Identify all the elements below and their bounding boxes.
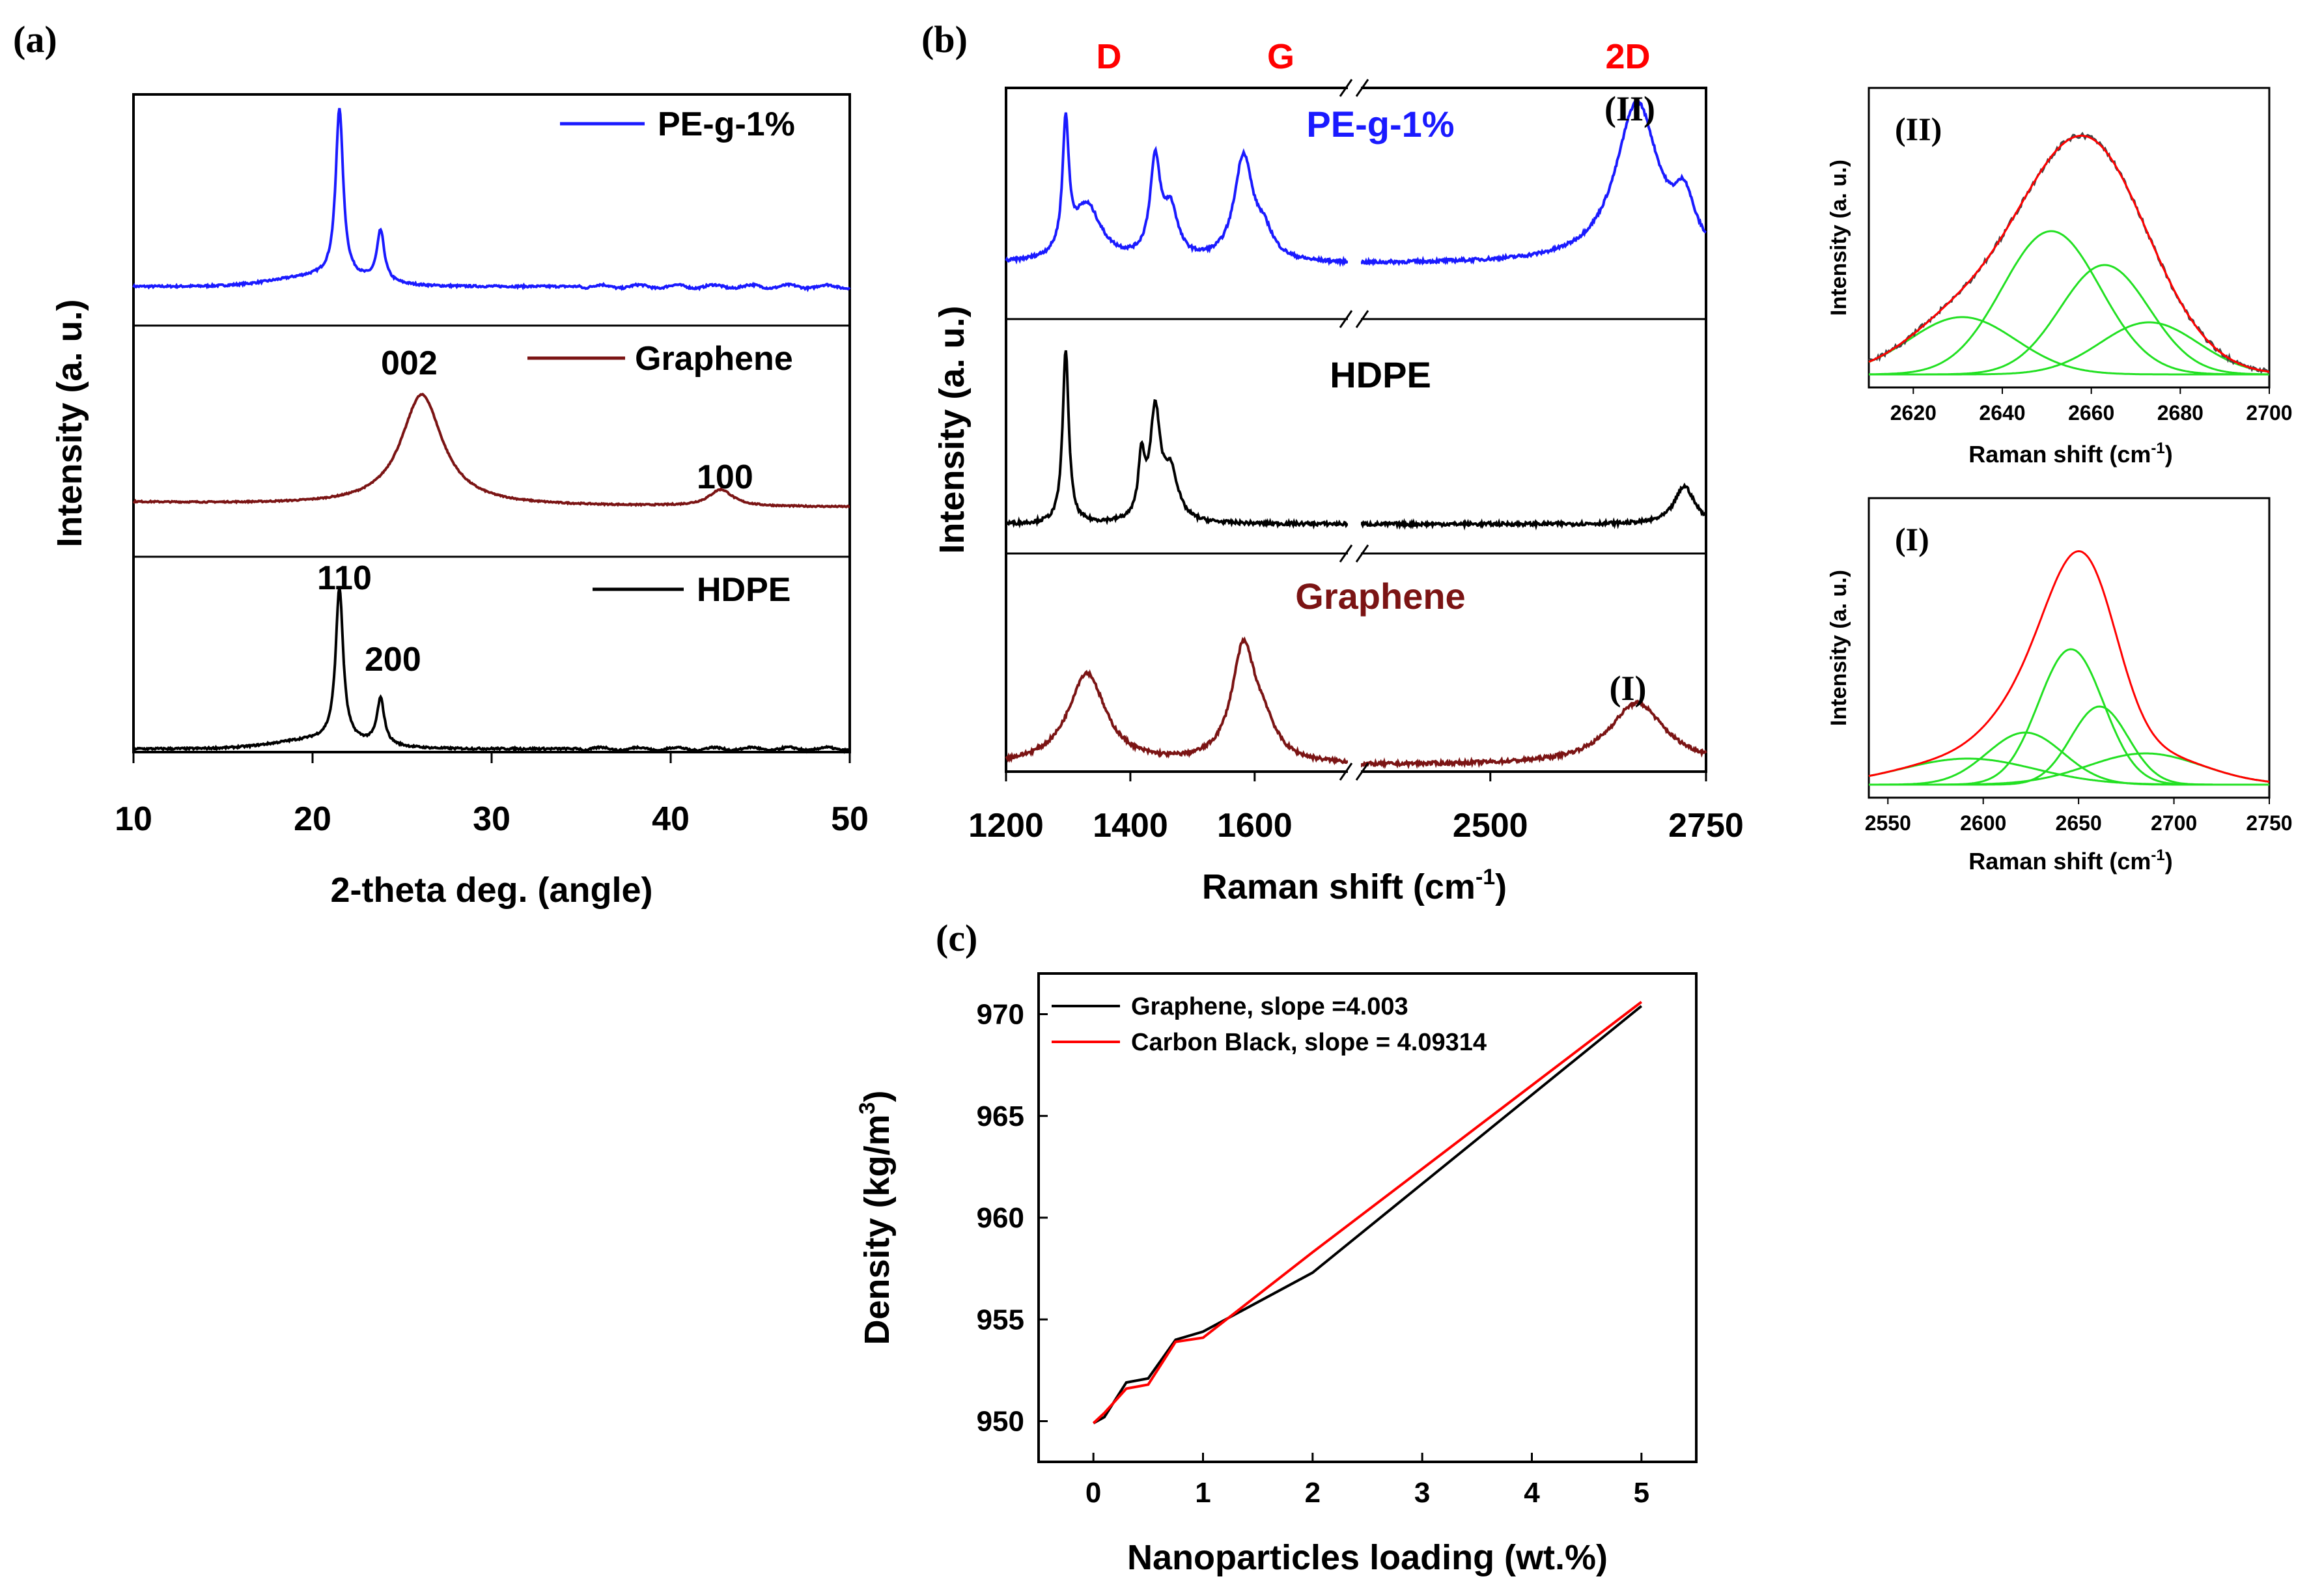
inset-II-ylabel: Intensity (a. u.) xyxy=(1826,160,1851,316)
inset-II-fit-component xyxy=(1869,321,2270,376)
panel-b-xtick-label: 1600 xyxy=(1217,807,1293,845)
panel-b-label-hdpe: HDPE xyxy=(1330,354,1431,395)
panel-b-xtick-label: 1400 xyxy=(1093,807,1168,845)
inset-II-xtick-label: 2640 xyxy=(1979,401,2025,425)
panel-c-series-carbon-black xyxy=(1092,1001,1643,1425)
panel-a-label-002: 002 xyxy=(381,344,438,382)
panel-a-xtick-label: 10 xyxy=(115,800,152,838)
panel-c-ticks: 0 1 2 3 4 5 950 955 960 965 970 xyxy=(977,999,1649,1509)
inset-II-chart: (II) 2620 2640 2660 2680 2700 Raman shift (c… xyxy=(1826,87,2293,468)
panel-b-raman-chart: D G 2D PE-g-1% HDPE Graphene (II) (I) 12… xyxy=(932,37,1744,906)
panel-c-ytick-label: 965 xyxy=(977,1100,1024,1132)
inset-I-fit-components xyxy=(1868,648,2270,786)
panel-c-xtick-label: 1 xyxy=(1195,1477,1210,1509)
inset-I-x-ticks: 2550 2600 2650 2700 2750 xyxy=(1865,798,2293,835)
panel-b-xtick-label: 2750 xyxy=(1668,807,1744,845)
panel-b-xlabel: Raman shift (cm-1) xyxy=(1202,865,1507,906)
panel-a-xtick-label: 40 xyxy=(652,800,690,838)
inset-I-xtick-label: 2650 xyxy=(2056,811,2102,835)
panel-a-ylabel: Intensity (a. u.) xyxy=(50,299,89,547)
panel-c-legend-carbon-black: Carbon Black, slope = 4.09314 xyxy=(1131,1029,1487,1056)
inset-I-xtick-label: 2600 xyxy=(1960,811,2006,835)
panel-a-series-pe-g-1 xyxy=(132,107,851,292)
inset-II-fit-component xyxy=(1869,230,2269,376)
inset-I-frame xyxy=(1868,497,2271,799)
panel-b-break-marks xyxy=(1339,79,1369,781)
inset-II-xtick-label: 2620 xyxy=(1890,401,1937,425)
inset-II-frame xyxy=(1868,87,2271,389)
panel-a-xlabel: 2-theta deg. (angle) xyxy=(330,871,652,910)
panel-c-xtick-label: 2 xyxy=(1305,1477,1321,1509)
panel-a-tag: (a) xyxy=(13,18,57,61)
panel-a-legend-pe: PE-g-1% xyxy=(658,105,795,143)
inset-I-xtick-label: 2750 xyxy=(2246,811,2292,835)
inset-II-xlabel: Raman shift (cm-1) xyxy=(1968,440,2172,468)
inset-I-fit-component xyxy=(1869,648,2269,786)
panel-a-series-graphene xyxy=(132,392,850,509)
panel-b-axis-break-gap xyxy=(1348,65,1361,788)
panel-c-ytick-label: 970 xyxy=(977,999,1024,1031)
inset-I-xtick-label: 2700 xyxy=(2151,811,2197,835)
panel-b-series-hdpe xyxy=(1005,350,1707,531)
panel-a-xrd-chart: PE-g-1% Graphene HDPE 002 100 110 200 10… xyxy=(50,93,869,910)
panel-a-frame xyxy=(132,93,851,753)
inset-II-xtick-label: 2700 xyxy=(2246,401,2292,425)
panel-b-xtick-label: 1200 xyxy=(968,807,1044,845)
inset-II-xtick-label: 2680 xyxy=(2157,401,2204,425)
inset-II-data-line xyxy=(1868,132,2271,374)
panel-c-ytick-label: 955 xyxy=(977,1304,1024,1336)
inset-I-xtick-label: 2550 xyxy=(1865,811,1911,835)
panel-c-ytick-label: 960 xyxy=(977,1202,1024,1234)
panel-a-label-110: 110 xyxy=(317,559,372,597)
inset-I-envelope xyxy=(1868,550,2270,783)
inset-II-fit-component xyxy=(1868,316,2269,376)
panel-a-label-200: 200 xyxy=(365,641,421,679)
panel-b-marker-II: (II) xyxy=(1604,89,1655,128)
panel-b-x-ticks: 1200 1400 1600 2500 2750 xyxy=(968,772,1744,845)
inset-I-ylabel: Intensity (a. u.) xyxy=(1826,570,1851,726)
panel-c-tag: (c) xyxy=(936,917,977,959)
inset-I-tag: (I) xyxy=(1895,521,1929,557)
panel-b-xtick-label: 2500 xyxy=(1453,807,1528,845)
panel-a-xtick-label: 20 xyxy=(294,800,331,838)
panel-b-marker-I: (I) xyxy=(1610,669,1647,708)
panel-b-label-graphene: Graphene xyxy=(1295,576,1465,617)
inset-II-fit-components xyxy=(1868,230,2270,376)
panel-b-label-pe: PE-g-1% xyxy=(1306,104,1454,145)
inset-II-tag: (II) xyxy=(1895,111,1942,147)
panel-b-band-2d: 2D xyxy=(1605,37,1650,76)
inset-II-envelope xyxy=(1868,134,2270,373)
inset-I-xlabel: Raman shift (cm-1) xyxy=(1968,847,2172,875)
panel-c-xtick-label: 5 xyxy=(1634,1477,1649,1509)
panel-a-legend-graphene: Graphene xyxy=(635,340,793,378)
panel-a-legend-hdpe: HDPE xyxy=(697,571,791,609)
panel-c-xlabel: Nanoparticles loading (wt.%) xyxy=(1127,1538,1608,1577)
inset-I-fit-component xyxy=(1869,705,2269,786)
panel-b-band-d: D xyxy=(1097,37,1122,76)
inset-I-chart: (I) 2550 2600 2650 2700 2750 Raman shift (cm… xyxy=(1826,497,2293,875)
panel-a-series-hdpe xyxy=(133,587,850,754)
panel-c-ytick-label: 950 xyxy=(977,1406,1024,1438)
panel-c-series-graphene xyxy=(1093,1005,1643,1425)
panel-c-xtick-label: 3 xyxy=(1414,1477,1430,1509)
panel-b-series-graphene xyxy=(1005,636,1707,770)
panel-b-series-pe-g-1 xyxy=(1005,98,1707,268)
panel-b-band-g: G xyxy=(1267,37,1294,76)
panel-c-xtick-label: 4 xyxy=(1524,1477,1540,1509)
inset-II-x-ticks: 2620 2640 2660 2680 2700 xyxy=(1890,387,2293,425)
panel-c-density-chart: 0 1 2 3 4 5 950 955 960 965 970 Graphene, slope =4… xyxy=(855,972,1698,1577)
panel-a-xtick-label: 30 xyxy=(473,800,511,838)
panel-c-ylabel: Density (kg/m3) xyxy=(855,1091,897,1345)
panel-a-xtick-label: 50 xyxy=(831,800,869,838)
panel-c-xtick-label: 0 xyxy=(1085,1477,1101,1509)
panel-a-x-ticks: 10 20 30 40 50 xyxy=(115,752,869,838)
panel-b-ylabel: Intensity (a. u.) xyxy=(932,305,972,553)
inset-II-xtick-label: 2660 xyxy=(2068,401,2114,425)
panel-b-tag: (b) xyxy=(921,18,968,61)
panel-c-legend-graphene: Graphene, slope =4.003 xyxy=(1131,993,1408,1020)
panel-a-label-100: 100 xyxy=(697,458,753,496)
